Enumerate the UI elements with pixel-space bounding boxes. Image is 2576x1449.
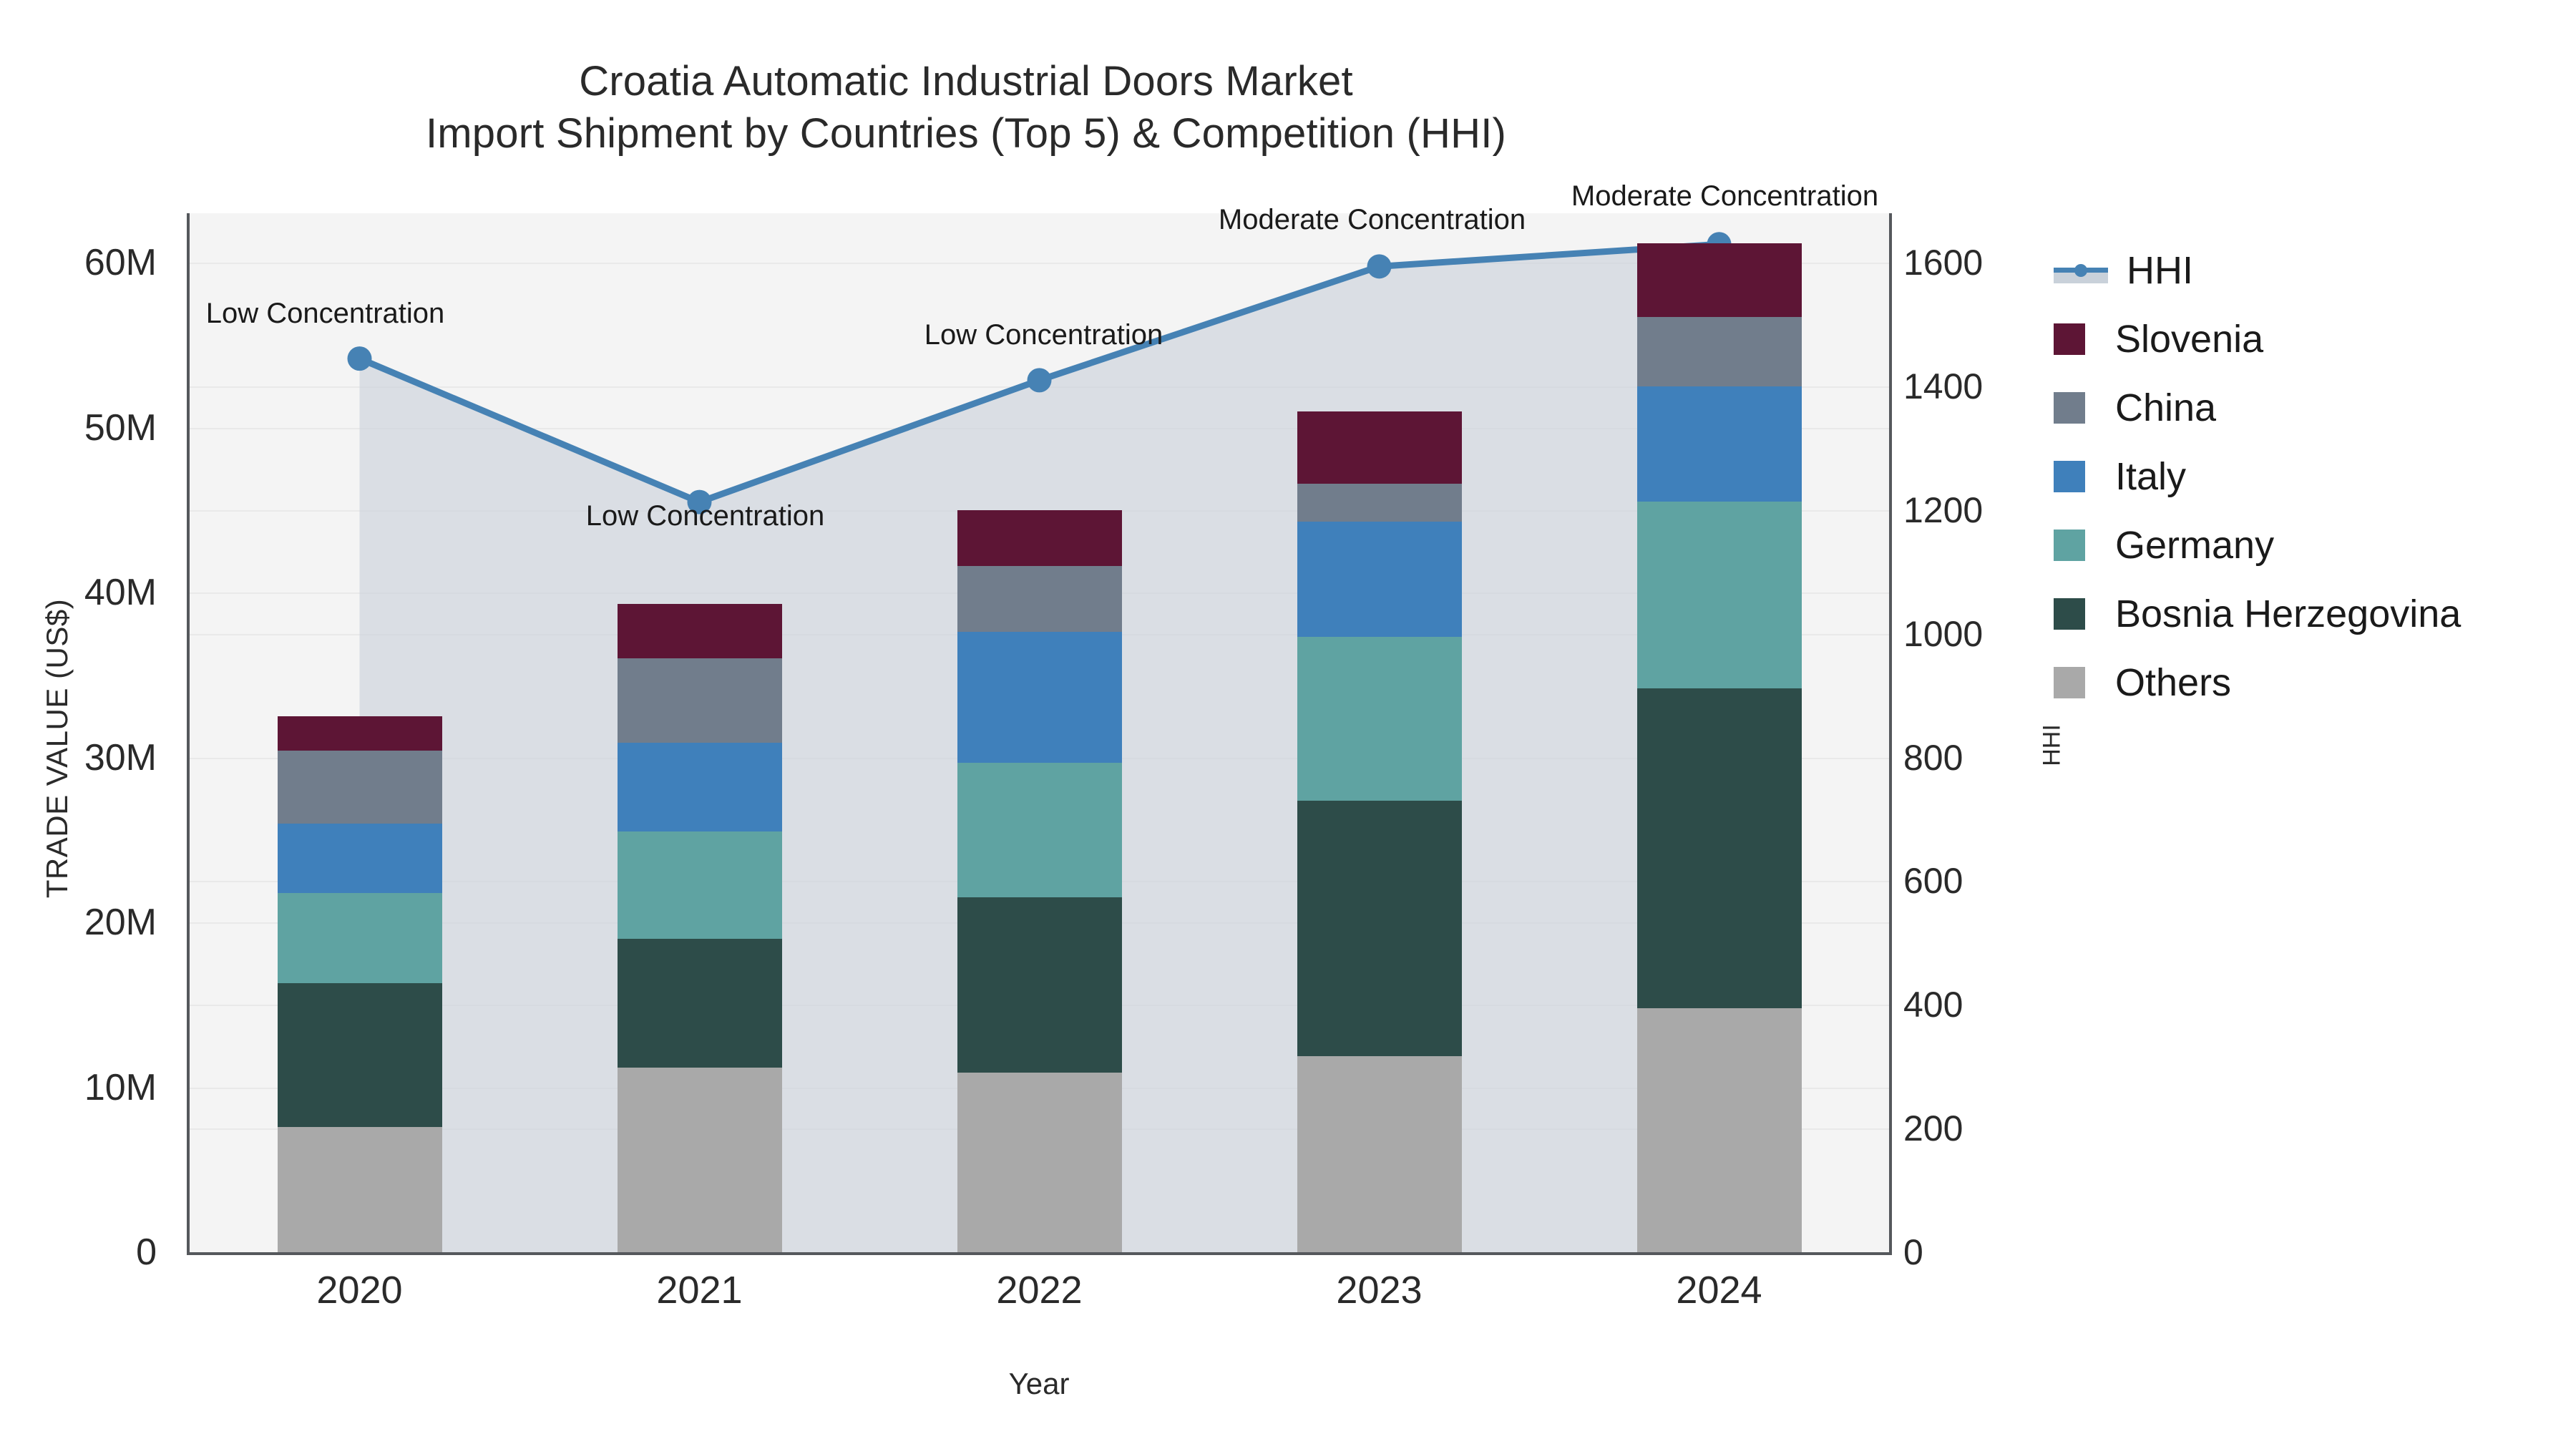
y-axis-right-spine — [1889, 213, 1892, 1255]
chart-title: Croatia Automatic Industrial Doors Marke… — [0, 56, 1932, 160]
x-axis-tick-label: 2021 — [656, 1269, 743, 1312]
y-axis-right-tick-label: 1200 — [1903, 489, 1984, 530]
y-axis-right-tick-label: 0 — [1903, 1232, 1923, 1272]
y-axis-left-tick-label: 30M — [84, 736, 157, 779]
x-axis-tick-label: 2024 — [1676, 1269, 1762, 1312]
legend-item-china[interactable]: China — [2054, 374, 2569, 442]
y-axis-left-tick-label: 20M — [84, 902, 157, 944]
legend-line-marker — [2054, 255, 2108, 286]
hhi-annotation: Low Concentration — [924, 319, 1163, 351]
legend-item-label: Others — [2115, 661, 2232, 704]
y-axis-left-title: TRADE VALUE (US$) — [40, 598, 74, 899]
y-axis-right-ticks: 0 200 400 600 800 1000 1200 1400 1600 — [1903, 0, 2089, 1449]
legend-item-hhi[interactable]: HHI — [2054, 236, 2569, 305]
y-axis-right-tick-label: 1600 — [1903, 243, 1984, 283]
legend-item-label: Slovenia — [2115, 318, 2264, 361]
hhi-overlay — [347, 232, 1732, 1252]
legend-color-swatch — [2054, 323, 2085, 355]
y-axis-right-tick-label: 200 — [1903, 1108, 1963, 1149]
y-axis-left-tick-label: 40M — [84, 572, 157, 614]
legend-item-germany[interactable]: Germany — [2054, 511, 2569, 580]
legend-color-swatch — [2054, 667, 2085, 698]
hhi-annotation: Low Concentration — [205, 298, 445, 330]
legend-item-label: Bosnia Herzegovina — [2115, 592, 2462, 635]
legend-item-label: Germany — [2115, 524, 2275, 567]
hhi-point-marker — [1707, 232, 1732, 257]
legend-color-swatch — [2054, 461, 2085, 492]
hhi-annotation: Moderate Concentration — [1218, 204, 1526, 236]
hhi-annotation: Low Concentration — [585, 499, 825, 532]
y-axis-left-ticks: 0 10M 20M 30M 40M 50M 60M — [0, 0, 175, 1449]
hhi-point-marker — [687, 489, 712, 514]
x-axis-title: Year — [1008, 1367, 1070, 1400]
y-axis-right-tick-label: 400 — [1903, 985, 1963, 1025]
y-axis-left-tick-label: 50M — [84, 406, 157, 449]
y-axis-left-tick-label: 60M — [84, 242, 157, 284]
y-axis-right-tick-label: 1400 — [1903, 366, 1984, 406]
legend: HHI Slovenia China Italy Germany Bosnia Herze… — [2054, 236, 2569, 717]
legend-item-label: HHI — [2127, 249, 2193, 292]
y-axis-left-tick-label: 0 — [136, 1231, 157, 1273]
x-axis-tick-label: 2020 — [316, 1269, 403, 1312]
legend-item-bosnia-herzegovina[interactable]: Bosnia Herzegovina — [2054, 580, 2569, 648]
hhi-point-marker — [1367, 254, 1392, 279]
chart-title-line-2: Import Shipment by Countries (Top 5) & C… — [425, 109, 1507, 157]
legend-item-italy[interactable]: Italy — [2054, 442, 2569, 511]
x-axis-tick-label: 2023 — [1336, 1269, 1423, 1312]
legend-line-dot — [2074, 264, 2087, 277]
legend-item-label: China — [2115, 386, 2217, 429]
legend-item-others[interactable]: Others — [2054, 648, 2569, 717]
legend-area-band — [2054, 272, 2108, 283]
hhi-annotation: Moderate Concentration — [1571, 180, 1879, 213]
legend-item-slovenia[interactable]: Slovenia — [2054, 305, 2569, 374]
gridline — [190, 263, 1889, 265]
legend-color-swatch — [2054, 392, 2085, 424]
x-axis-tick-label: 2022 — [996, 1269, 1083, 1312]
y-axis-right-tick-label: 600 — [1903, 861, 1963, 902]
y-axis-right-tick-label: 800 — [1903, 737, 1963, 778]
y-axis-right-tick-label: 1000 — [1903, 613, 1984, 654]
y-axis-left-spine — [187, 213, 190, 1255]
legend-color-swatch — [2054, 530, 2085, 561]
chart-title-line-1: Croatia Automatic Industrial Doors Marke… — [579, 58, 1353, 104]
hhi-point-marker — [347, 346, 372, 371]
y-axis-left-tick-label: 10M — [84, 1066, 157, 1108]
hhi-area-fill — [359, 244, 1719, 1252]
legend-item-label: Italy — [2115, 455, 2187, 498]
x-axis-spine — [190, 1252, 1889, 1255]
hhi-point-marker — [1027, 368, 1052, 393]
legend-color-swatch — [2054, 598, 2085, 630]
